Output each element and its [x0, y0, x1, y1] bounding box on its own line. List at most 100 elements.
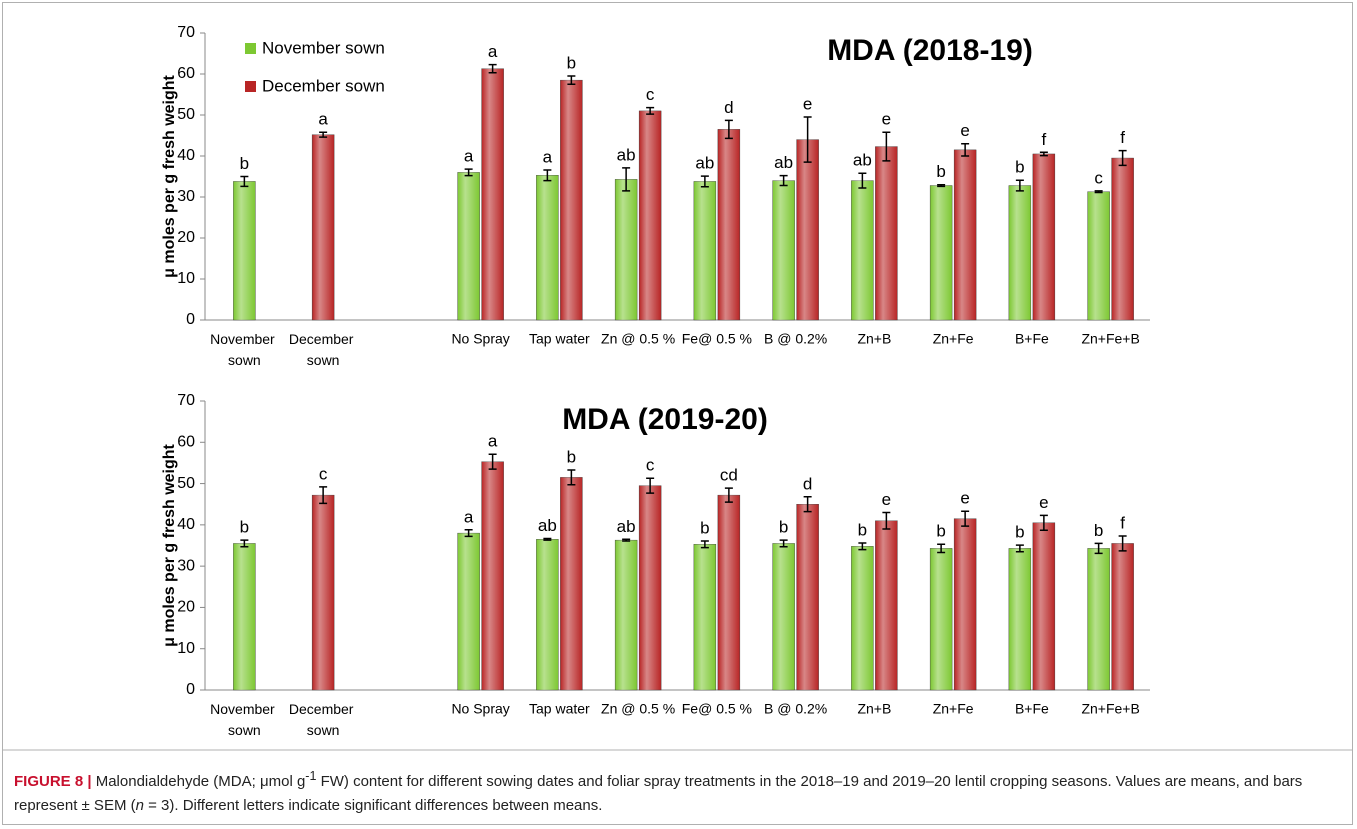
significance-letter: e — [882, 110, 891, 129]
significance-letter: b — [700, 518, 709, 537]
bar-shine — [875, 146, 898, 320]
error-bar — [567, 75, 576, 85]
error-bar — [724, 119, 733, 140]
error-bar — [803, 496, 812, 513]
bar-shine — [560, 477, 583, 690]
y-tick-label: 30 — [177, 557, 195, 574]
error-bar — [803, 116, 812, 163]
error-bar — [567, 469, 576, 486]
significance-letter: b — [858, 521, 867, 540]
error-bar — [1094, 190, 1103, 194]
significance-letter: e — [960, 489, 969, 508]
label-line: sown — [228, 352, 261, 368]
y-tick-label: 20 — [177, 229, 195, 246]
significance-letter: e — [1039, 493, 1048, 512]
error-bar — [779, 539, 788, 548]
bar-shine — [717, 495, 740, 690]
significance-letter: ab — [695, 154, 714, 173]
label-line: sown — [228, 722, 261, 738]
x-tick-label: Zn+Fe — [933, 701, 974, 717]
y-tick-label: 40 — [177, 147, 195, 164]
error-bar — [1039, 514, 1048, 531]
y-tick-label: 0 — [186, 681, 195, 698]
legend-swatch — [245, 81, 256, 92]
error-bar — [937, 543, 946, 554]
error-bar — [319, 131, 328, 138]
significance-letter: b — [1015, 523, 1024, 542]
chart: MDA (2018-19) μ moles per g fresh weight 0… — [3, 24, 1353, 751]
significance-letter: a — [488, 432, 498, 451]
label-line: December — [289, 331, 357, 347]
bar-shine — [1087, 191, 1110, 320]
error-bar — [543, 537, 552, 541]
error-bar — [622, 167, 631, 192]
error-bar — [240, 539, 249, 548]
x-tick-label: Zn+Fe — [933, 331, 974, 347]
significance-letter: c — [646, 85, 655, 104]
bar-shine — [639, 485, 662, 690]
error-bar — [622, 538, 631, 542]
error-bar — [1015, 179, 1024, 192]
y-tick-label: 0 — [186, 311, 195, 328]
bar-shine — [1087, 548, 1110, 690]
significance-letter: a — [464, 507, 474, 526]
bar-shine — [851, 546, 874, 690]
significance-letter: f — [1120, 128, 1125, 147]
error-bar — [1015, 544, 1024, 553]
significance-letter: f — [1120, 513, 1125, 532]
caption-sup: -1 — [305, 769, 317, 783]
bar-shine — [457, 172, 480, 320]
error-bar — [1039, 151, 1048, 157]
chart-title: MDA (2019-20) — [562, 403, 768, 436]
caption-text: FW) content for different sowing dates a… — [14, 773, 1303, 814]
significance-letter: b — [567, 447, 576, 466]
x-tick-label: Zn+Fe+B — [1081, 331, 1139, 347]
error-bar — [646, 477, 655, 494]
error-bar — [858, 542, 867, 551]
bar-shine — [312, 495, 335, 690]
significance-letter: e — [882, 490, 891, 509]
error-bar — [464, 168, 473, 177]
legend-label: November sown — [262, 38, 385, 57]
x-tick-label: Fe@ 0.5 % — [682, 701, 752, 717]
error-bar — [464, 529, 473, 538]
legend-swatch — [245, 43, 256, 54]
error-bar — [961, 142, 970, 157]
x-tick-label: Zn+Fe+B — [1081, 701, 1139, 717]
error-bar — [882, 511, 891, 530]
x-tick-label: December sown — [289, 701, 357, 738]
x-tick-label: Zn @ 0.5 % — [601, 331, 675, 347]
y-tick-label: 60 — [177, 434, 195, 451]
y-axis-title: μ moles per g fresh weight — [161, 74, 178, 277]
significance-letter: ab — [538, 516, 557, 535]
bar-shine — [312, 134, 335, 320]
x-tick-label: B+Fe — [1015, 331, 1049, 347]
significance-letter: c — [1094, 168, 1103, 187]
label-line: November — [210, 331, 278, 347]
chart-title: MDA (2018-19) — [827, 34, 1033, 67]
y-tick-label: 50 — [177, 106, 195, 123]
error-bar — [882, 131, 891, 162]
significance-letter: ab — [617, 517, 636, 536]
label-line: November — [210, 701, 278, 717]
legend-label: December sown — [262, 76, 385, 95]
label-line: December — [289, 701, 357, 717]
significance-letter: a — [543, 147, 553, 166]
bar-shine — [1032, 153, 1055, 320]
bar-shine — [481, 68, 504, 320]
significance-letter: a — [318, 110, 328, 129]
error-bar — [488, 63, 497, 74]
x-tick-label: Zn+B — [857, 701, 891, 717]
significance-letter: b — [1015, 158, 1024, 177]
significance-letter: d — [803, 474, 812, 493]
error-bar — [858, 172, 867, 189]
error-bar — [724, 487, 733, 503]
bar-shine — [615, 179, 638, 320]
bar-shine — [233, 181, 256, 320]
bar-shine — [772, 543, 795, 690]
significance-letter: b — [1094, 521, 1103, 540]
significance-letter: c — [646, 456, 655, 475]
bar-shine — [481, 461, 504, 690]
caption-italic: n — [135, 797, 144, 814]
error-bar — [961, 510, 970, 527]
